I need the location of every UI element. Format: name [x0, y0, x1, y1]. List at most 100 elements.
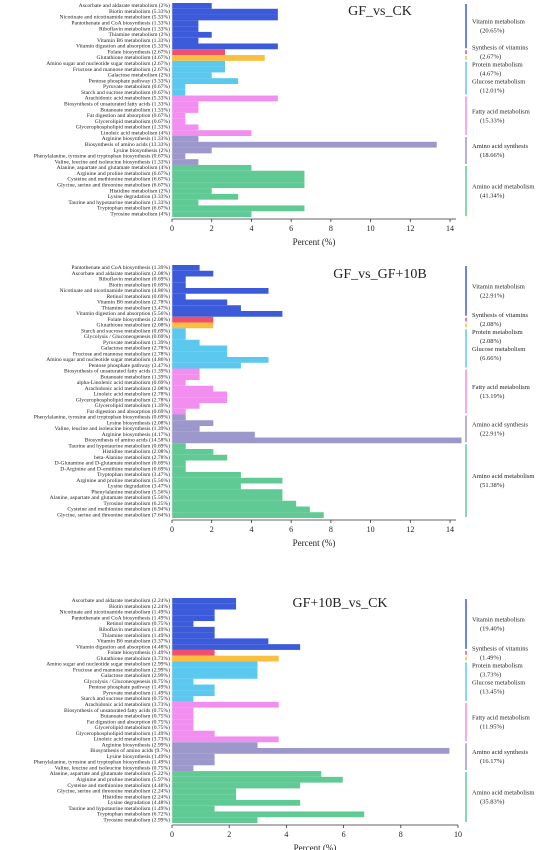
category-label: Thiamine metabolism (2%) — [108, 31, 170, 38]
category-label: Cysteine and methionine metabolism (6.67… — [67, 176, 170, 183]
category-label: Pyruvate metabolism (1.39%) — [103, 339, 170, 346]
category-label: Taurine and hypotaurine metabolism (0.69… — [68, 442, 170, 449]
bar — [172, 609, 215, 616]
bar — [172, 188, 212, 194]
category-label: Arachidonic acid metabolism (3.73%) — [85, 701, 171, 708]
x-axis-label: Percent (%) — [294, 843, 337, 850]
bar — [172, 753, 215, 760]
panel: GF+10B_vs_CK Ascorbate and aldarate metab… — [34, 596, 535, 850]
bar — [172, 736, 279, 743]
category-label: Arginine biosynthesis (4.17%) — [102, 431, 171, 438]
category-label: Thiamine metabolism (1.49%) — [101, 632, 170, 639]
category-label: Fat digestion and absorption (0.67%) — [87, 112, 170, 119]
category-label: Starch and sucrose metabolism (0.75%) — [81, 695, 170, 702]
category-label: Amino sugar and nucleotide sugar metabol… — [46, 60, 170, 67]
bar — [172, 8, 278, 15]
group-name: Amino acid metabolism — [472, 473, 534, 480]
group-share: (2.67%) — [480, 54, 501, 61]
category-label: Taurine and hypotaurine metabolism (1.33… — [68, 199, 170, 206]
group-name: Protein metabolism — [472, 62, 523, 69]
bar — [172, 112, 186, 119]
bar — [172, 89, 186, 96]
category-label: Valine, leucine and isoleucine biosynthe… — [55, 764, 171, 771]
x-tick-label: 2 — [227, 830, 231, 839]
category-label: Amino sugar and nucleotide sugar metabol… — [46, 356, 170, 363]
bar — [172, 811, 365, 818]
category-label: Pentose phosphate pathway (1.49%) — [89, 684, 171, 691]
bar — [172, 299, 228, 306]
bar — [172, 817, 258, 823]
category-label: Riboflavin metabolism (0.69%) — [99, 276, 170, 283]
bar — [172, 477, 283, 484]
panel-title: GF+10B_vs_CK — [292, 596, 387, 611]
group-name: Fatty acid metabolism — [472, 715, 530, 722]
bar — [172, 276, 186, 283]
bar — [172, 460, 186, 467]
bar — [172, 431, 255, 438]
category-label: Glycine, serine and threonine metabolism… — [57, 788, 170, 795]
bar — [172, 20, 199, 27]
bar — [172, 368, 200, 375]
group-name: Amino acid metabolism — [472, 183, 534, 190]
category-label: Galactose metabolism (2.78%) — [101, 345, 170, 352]
category-label: Riboflavin metabolism (1.33%) — [99, 25, 170, 32]
bar — [172, 420, 214, 426]
category-label: Alanine, aspartate and glutamate metabol… — [57, 164, 171, 171]
bar — [172, 270, 214, 277]
x-axis-label: Percent (%) — [293, 237, 336, 247]
x-tick-label: 2 — [210, 525, 214, 534]
category-label: Tryptophan metabolism (6.67%) — [97, 205, 170, 212]
category-label: Biosynthesis of amino acids (9.7%) — [90, 747, 170, 754]
group-name: Amino acid synthesis — [472, 421, 528, 428]
category-label: Cysteine and methionine metabolism (6.94… — [67, 506, 170, 513]
bar — [172, 164, 252, 171]
bar — [172, 49, 226, 56]
category-label: Retinol metabolism (0.69%) — [106, 293, 170, 300]
category-label: Glutathione metabolism (3.73%) — [97, 655, 171, 662]
category-label: Glycerophospholipid metabolism (2.78%) — [76, 396, 170, 403]
category-label: Glutathione metabolism (4.67%) — [97, 54, 171, 61]
category-label: Lysine degradation (3.47%) — [108, 483, 170, 490]
bar — [172, 483, 241, 490]
bar — [172, 771, 322, 777]
bar — [172, 374, 200, 380]
group-name: Vitamin metabolism — [472, 616, 525, 623]
bar — [172, 500, 297, 507]
group-name: Fatty acid metabolism — [472, 384, 530, 391]
category-label: Arginine and proline metabolism (5.97%) — [76, 776, 170, 783]
group-share: (16.17%) — [480, 758, 504, 765]
bar — [172, 782, 301, 789]
x-tick-label: 0 — [170, 830, 174, 839]
category-label: Folate biosynthesis (2.08%) — [107, 316, 170, 323]
x-tick-label: 8 — [399, 830, 403, 839]
x-tick-label: 14 — [446, 224, 454, 233]
bar — [172, 305, 241, 311]
bar — [172, 60, 226, 67]
x-tick-label: 2 — [210, 224, 214, 233]
bar — [172, 95, 278, 102]
x-tick-label: 6 — [289, 224, 293, 233]
category-label: Pentose phosphate pathway (3.33%) — [89, 77, 171, 84]
category-label: Tyrosine metabolism (4%) — [110, 210, 170, 217]
bar — [172, 408, 186, 415]
bar — [172, 414, 186, 421]
category-label: Glutathione metabolism (2.08%) — [97, 322, 171, 329]
bar — [172, 667, 258, 673]
category-label: Vitamin digestion and absorption (5.33%) — [76, 43, 170, 50]
group-share: (12.01%) — [480, 88, 504, 95]
category-label: Pantothenate and CoA biosynthesis (1.49%… — [71, 614, 170, 621]
category-label: Arginine and proline metabolism (5.56%) — [76, 477, 170, 484]
group-share: (3.73%) — [480, 671, 501, 678]
bar — [172, 489, 283, 495]
group-share: (13.45%) — [480, 688, 504, 695]
x-tick-label: 4 — [249, 224, 253, 233]
bar — [172, 707, 194, 714]
category-label: Arachidonic acid metabolism (2.08%) — [85, 385, 171, 392]
category-label: Glycerophospholipid metabolism (1.49%) — [76, 730, 170, 737]
bar — [172, 742, 258, 748]
bar — [172, 265, 200, 271]
category-label: Fructose and mannose metabolism (2.99%) — [73, 666, 170, 673]
category-label: Arginine biosynthesis (1.33%) — [102, 135, 171, 142]
group-share: (35.83%) — [480, 799, 504, 806]
bar — [172, 403, 200, 409]
